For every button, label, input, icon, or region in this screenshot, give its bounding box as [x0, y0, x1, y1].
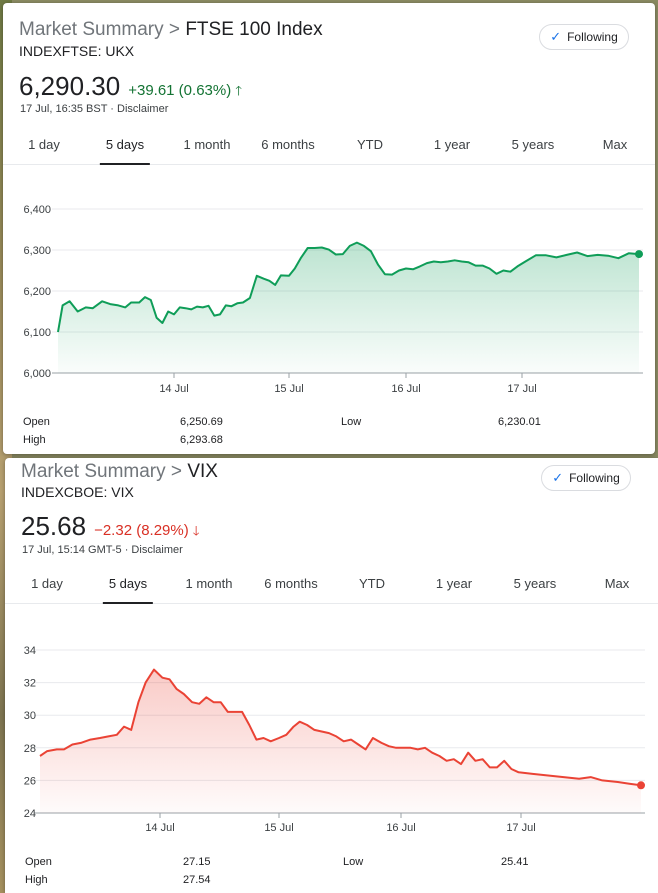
market-summary-link[interactable]: Market Summary	[19, 19, 164, 40]
stats-table: Open 6,250.69 High 6,293.68 Low 6,230.01	[3, 3, 655, 454]
following-label: Following	[567, 30, 618, 44]
open-label: Open	[25, 856, 52, 868]
tab-max[interactable]: Max	[602, 137, 628, 152]
high-value: 27.54	[183, 874, 211, 886]
y-tick-label: 30	[24, 710, 36, 722]
breadcrumb-separator: >	[168, 19, 181, 40]
tab-5-days[interactable]: 5 days	[102, 567, 154, 604]
current-price: 25.68	[21, 511, 87, 541]
current-price: 6,290.30	[19, 71, 121, 101]
low-label: Low	[341, 416, 362, 428]
y-tick-label: 6,400	[23, 204, 51, 216]
market-summary-link[interactable]: Market Summary	[21, 461, 166, 482]
tab-6-months[interactable]: 6 months	[261, 137, 315, 152]
range-tabs: 1 day 5 days 1 month 6 months YTD 1 year 5 yea…	[3, 128, 655, 165]
low-value: 6,230.01	[498, 416, 541, 428]
arrow-up-icon: 🡑	[235, 83, 242, 98]
x-tick-label: 14 Jul	[145, 822, 174, 834]
tab-ytd[interactable]: YTD	[359, 576, 385, 591]
check-icon: ✓	[550, 29, 562, 44]
stats-table: Open 27.15 High 27.54 Low 25.41	[5, 458, 658, 893]
y-tick-label: 24	[24, 808, 36, 820]
low-label: Low	[343, 856, 364, 868]
y-tick-label: 6,000	[23, 368, 51, 380]
low-value: 25.41	[501, 856, 529, 868]
price-row: 6,290.30 +39.61 (0.63%) 🡑	[19, 71, 242, 104]
timestamp-disclaimer[interactable]: 17 Jul, 15:14 GMT-5 · Disclaimer	[22, 544, 183, 556]
card-title: Market Summary > FTSE 100 Index	[19, 19, 323, 41]
y-tick-label: 6,100	[23, 327, 51, 339]
x-tick-label: 17 Jul	[507, 383, 536, 395]
open-value: 6,250.69	[180, 416, 223, 428]
check-icon: ✓	[552, 470, 564, 485]
series-line	[57, 241, 640, 333]
open-value: 27.15	[183, 856, 211, 868]
tab-ytd[interactable]: YTD	[357, 137, 383, 152]
price-change: −2.32 (8.29%)	[94, 522, 189, 539]
ticker-symbol: INDEXCBOE: VIX	[21, 484, 134, 500]
last-point-marker	[635, 250, 643, 259]
ticker-symbol: INDEXFTSE: UKX	[19, 43, 135, 59]
price-row: 25.68 −2.32 (8.29%) 🡓	[21, 511, 200, 544]
y-tick-label: 6,200	[23, 286, 51, 298]
tab-6-months[interactable]: 6 months	[264, 576, 318, 591]
series-area	[58, 242, 639, 373]
tab-5-days[interactable]: 5 days	[99, 128, 151, 165]
series-area	[40, 669, 641, 813]
x-tick-label: 15 Jul	[274, 383, 303, 395]
range-tabs: 1 day 5 days 1 month 6 months YTD 1 year 5 yea…	[5, 567, 658, 604]
y-tick-label: 26	[24, 775, 36, 787]
following-button[interactable]: ✓ Following	[541, 465, 631, 491]
price-change: +39.61 (0.63%)	[128, 82, 232, 99]
index-title: FTSE 100 Index	[185, 19, 323, 40]
arrow-down-icon: 🡓	[192, 523, 200, 538]
series-line	[39, 668, 642, 787]
x-tick-label: 16 Jul	[391, 383, 420, 395]
y-tick-label: 34	[24, 645, 36, 657]
tab-1-year[interactable]: 1 year	[435, 576, 473, 591]
tab-5-years[interactable]: 5 years	[511, 137, 555, 152]
y-tick-label: 6,300	[23, 245, 51, 257]
tab-5-years[interactable]: 5 years	[513, 576, 557, 591]
x-tick-label: 15 Jul	[264, 822, 293, 834]
tab-1-day[interactable]: 1 day	[31, 576, 63, 591]
breadcrumb-separator: >	[170, 461, 183, 482]
index-title: VIX	[187, 461, 218, 482]
ftse-chart[interactable]: 6,000 6,100 6,200 6,300 6,400 14 Jul 15 Jul 16 …	[3, 195, 655, 425]
last-point-marker	[637, 781, 645, 790]
vix-chart[interactable]: 24 26 28 30 32 34 14 Jul 15 Jul 16 Jul 17 Jul	[5, 630, 658, 860]
high-label: High	[25, 874, 48, 886]
high-value: 6,293.68	[180, 434, 223, 446]
tab-max[interactable]: Max	[604, 576, 630, 591]
following-label: Following	[569, 471, 620, 485]
following-button[interactable]: ✓ Following	[539, 24, 629, 50]
x-tick-label: 16 Jul	[386, 822, 415, 834]
timestamp-disclaimer[interactable]: 17 Jul, 16:35 BST · Disclaimer	[20, 103, 169, 115]
ftse-summary-card: Market Summary > FTSE 100 Index INDEXFTS…	[3, 3, 655, 454]
vix-summary-card: Market Summary > VIX INDEXCBOE: VIX ✓ Fo…	[5, 458, 658, 893]
tab-1-year[interactable]: 1 year	[433, 137, 471, 152]
y-tick-label: 28	[24, 743, 36, 755]
tab-1-day[interactable]: 1 day	[28, 137, 60, 152]
tab-1-month[interactable]: 1 month	[185, 576, 233, 591]
x-tick-label: 14 Jul	[159, 383, 188, 395]
tab-1-month[interactable]: 1 month	[183, 137, 231, 152]
y-tick-label: 32	[24, 678, 36, 690]
card-title: Market Summary > VIX	[21, 461, 218, 483]
open-label: Open	[23, 416, 50, 428]
x-tick-label: 17 Jul	[506, 822, 535, 834]
high-label: High	[23, 434, 46, 446]
